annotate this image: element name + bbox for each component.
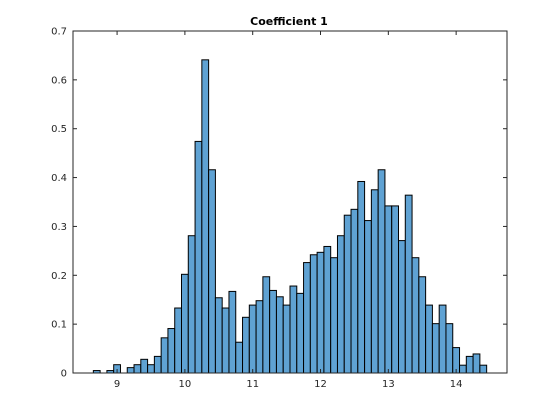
bars-group [92,59,488,374]
histogram-bar [282,304,291,374]
histogram-bar [425,304,433,374]
histogram-bar [262,276,271,374]
histogram-bar [235,341,244,374]
y-tick-label: 0.1 [51,320,67,331]
y-tick-label: 0.3 [51,222,67,233]
histogram-bar [289,285,298,374]
histogram-bar [343,214,352,374]
histogram-bar [357,180,366,374]
histogram-bar [316,251,325,374]
histogram-bar [133,364,142,374]
histogram-bar [214,297,223,374]
histogram-bar [465,355,474,374]
histogram-bar [438,304,447,374]
histogram-bar [255,300,264,374]
histogram-bar [472,353,481,374]
histogram-bar [391,205,399,374]
histogram-bar [479,364,488,374]
y-tick-label: 0 [61,369,67,380]
histogram-bar [140,358,149,374]
histogram-bar [275,296,284,374]
histogram-bar [167,328,176,374]
histogram-bar [248,304,257,374]
histogram-bar [384,205,393,374]
y-tick-label: 0.7 [51,27,67,38]
histogram-bar [431,323,440,374]
x-tick-label: 9 [114,379,120,390]
x-tick-label: 14 [450,379,463,390]
histogram-bar [336,235,345,374]
histogram-bar [330,257,338,374]
x-tick-label: 13 [382,379,395,390]
histogram-bar [296,292,305,374]
histogram-bar [181,273,189,374]
histogram-bar [323,245,332,374]
histogram-bar [309,254,318,374]
histogram-bar [126,367,135,374]
histogram-bar [208,169,216,374]
histogram-bar [418,276,427,374]
histogram-bar [269,289,277,374]
y-tick-label: 0.6 [51,75,67,86]
x-tick-label: 12 [314,379,327,390]
histogram-bar [153,355,162,374]
histogram-bar [147,364,155,374]
axes-box [72,30,508,374]
histogram-bar [221,307,230,374]
histogram-bar [201,59,210,374]
histogram-bar [303,262,311,374]
axes-group: 9 10 11 12 13 14 0 0.1 0.2 0.3 0.4 0.5 0.6 0.7 [51,27,508,390]
histogram-bar [228,290,237,374]
histogram-bar [398,240,406,374]
histogram-bar [364,220,372,374]
histogram-bar [411,257,420,374]
histogram-bar [370,189,379,374]
histogram-bar [187,235,196,374]
y-tick-label: 0.5 [51,124,67,135]
histogram-bar [459,364,467,374]
histogram-bar [174,307,182,374]
histogram-bar [350,208,359,374]
histogram-bar [404,194,413,374]
y-tick-label: 0.4 [51,173,67,184]
chart-title: Coefficient 1 [250,15,328,28]
x-tick-label: 10 [179,379,192,390]
histogram-bar [377,169,386,374]
histogram-bar [194,140,203,374]
histogram-bar [242,316,250,374]
histogram-bar [160,337,169,374]
x-tick-label: 11 [246,379,259,390]
y-tick-label: 0.2 [51,271,67,282]
histogram-bar [445,323,454,374]
